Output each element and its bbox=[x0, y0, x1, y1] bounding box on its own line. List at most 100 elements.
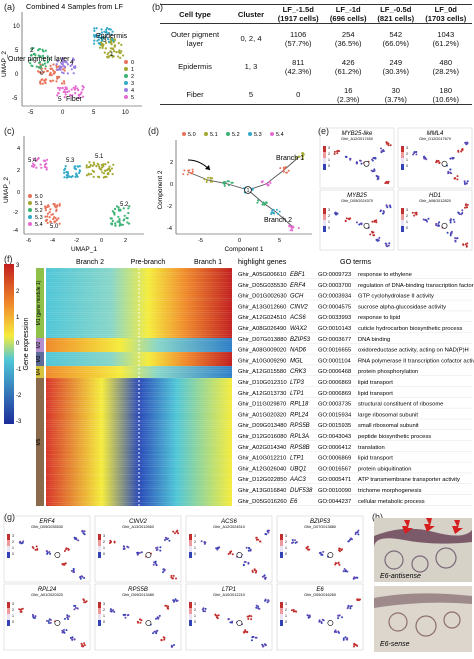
table-cell-value: 542 (66.0%) bbox=[372, 30, 420, 48]
umap-c-ytick: -2 bbox=[13, 210, 18, 216]
legend-label: 4 bbox=[131, 88, 134, 94]
heatmap-stripe bbox=[46, 346, 232, 347]
traj-point bbox=[376, 238, 379, 241]
count: 480 bbox=[439, 57, 453, 67]
colorbar-tick: 2 bbox=[103, 540, 105, 544]
traj-point bbox=[22, 540, 25, 543]
umap-point bbox=[128, 205, 131, 208]
colorbar-tick: 3 bbox=[328, 208, 330, 212]
traj-point bbox=[465, 245, 468, 248]
traj-point bbox=[83, 601, 86, 604]
traj-point bbox=[251, 188, 254, 191]
gene-name: CINV2 bbox=[129, 519, 147, 525]
umap-point bbox=[61, 62, 64, 65]
traj-point bbox=[259, 540, 261, 543]
traj-point bbox=[438, 221, 441, 224]
colorbar-tick: 2 bbox=[406, 214, 408, 218]
count: 16 bbox=[343, 85, 353, 95]
plot-frame bbox=[185, 583, 273, 651]
traj-point bbox=[73, 608, 76, 611]
gene-name: RPL24 bbox=[38, 587, 57, 593]
go-term: cellular metabolic process bbox=[358, 499, 425, 505]
go-id: GO:0003735 bbox=[318, 402, 351, 408]
umap-point bbox=[37, 70, 40, 73]
colorbar-segment bbox=[7, 546, 10, 552]
legend-swatch bbox=[124, 60, 128, 64]
traj-point bbox=[307, 616, 310, 619]
heatmap-stripe bbox=[46, 502, 232, 503]
heatmap-stripe bbox=[46, 330, 232, 331]
heatmap-stripe bbox=[46, 438, 232, 439]
colorbar-tick: -3 bbox=[16, 419, 22, 425]
traj-point bbox=[378, 236, 381, 239]
umap-point bbox=[49, 64, 52, 67]
legend-label: 5.0 bbox=[188, 132, 196, 138]
gene-symbol: RPS8B bbox=[290, 445, 310, 451]
umap-point bbox=[82, 95, 85, 98]
traj-point bbox=[336, 150, 339, 153]
traj-point bbox=[18, 608, 21, 611]
traj-point bbox=[344, 570, 347, 573]
umap-point bbox=[29, 62, 32, 65]
colorbar-tick: 1 bbox=[194, 546, 196, 550]
traj-point bbox=[71, 636, 74, 639]
traj-point bbox=[302, 155, 304, 158]
umap-point bbox=[65, 87, 68, 91]
umap-point bbox=[122, 219, 125, 222]
percent: (66.0%) bbox=[382, 38, 410, 48]
umap-a-ylabel: UMAP_2 bbox=[1, 51, 8, 77]
traj-point bbox=[369, 233, 372, 236]
traj-point bbox=[154, 560, 157, 563]
traj-point bbox=[319, 551, 322, 554]
traj-point bbox=[261, 203, 264, 206]
umap-c-label-50: 5.0 bbox=[50, 224, 59, 230]
umap-point bbox=[100, 31, 104, 34]
umap-point bbox=[113, 50, 116, 53]
traj-point bbox=[250, 618, 253, 621]
go-term: protein phosphorylation bbox=[358, 369, 418, 375]
umap-point bbox=[53, 220, 56, 223]
gene-trajectory-plots-g: ERF4Ghir_D05G0355303210CINV2Ghir_A13G012… bbox=[3, 515, 364, 651]
traj-point bbox=[272, 208, 275, 211]
traj-point bbox=[254, 571, 257, 574]
gene-id: Ghir_D09G013480 bbox=[122, 593, 154, 597]
umap-point bbox=[90, 173, 93, 176]
umap-point bbox=[77, 89, 80, 92]
umap-point bbox=[110, 54, 113, 57]
traj-point bbox=[242, 563, 245, 566]
umap-point bbox=[60, 66, 63, 69]
umap-point bbox=[68, 90, 71, 93]
mini-colorbar: 3 2 1 0 bbox=[7, 534, 14, 558]
umap-point bbox=[107, 38, 110, 41]
colorbar-tick: 2 bbox=[12, 540, 14, 544]
traj-point bbox=[70, 569, 73, 572]
heatmap-module-block bbox=[46, 268, 232, 338]
traj-point bbox=[136, 620, 139, 623]
mini-colorbar: 3 2 1 0 bbox=[7, 602, 14, 626]
umap-point bbox=[66, 172, 70, 175]
colorbar-segment bbox=[7, 608, 10, 614]
traj-point bbox=[334, 213, 337, 216]
traj-point bbox=[335, 631, 338, 634]
traj-point bbox=[318, 620, 321, 623]
traj-point bbox=[338, 547, 341, 550]
panel-label-a: (a) bbox=[4, 2, 15, 12]
heatmap-stripe bbox=[46, 322, 232, 323]
traj-point bbox=[153, 561, 156, 564]
colorbar-segment bbox=[323, 158, 326, 164]
colorbar-segment bbox=[189, 534, 192, 540]
traj-point bbox=[373, 234, 376, 237]
umap-c-label-53: 5.3 bbox=[66, 158, 75, 164]
umap-point bbox=[38, 55, 42, 59]
colorbar-tick: 2 bbox=[285, 540, 287, 544]
traj-point bbox=[437, 160, 440, 162]
traj-point bbox=[291, 542, 293, 544]
umap-point bbox=[39, 82, 42, 85]
heatmap-stripe bbox=[46, 466, 232, 467]
mini-colorbar: 3 2 1 0 bbox=[98, 602, 105, 626]
umap-point bbox=[80, 91, 83, 94]
traj-point bbox=[307, 548, 310, 551]
traj-point bbox=[388, 204, 391, 207]
traj-point bbox=[155, 563, 158, 566]
percent: (61.2%) bbox=[432, 38, 460, 48]
